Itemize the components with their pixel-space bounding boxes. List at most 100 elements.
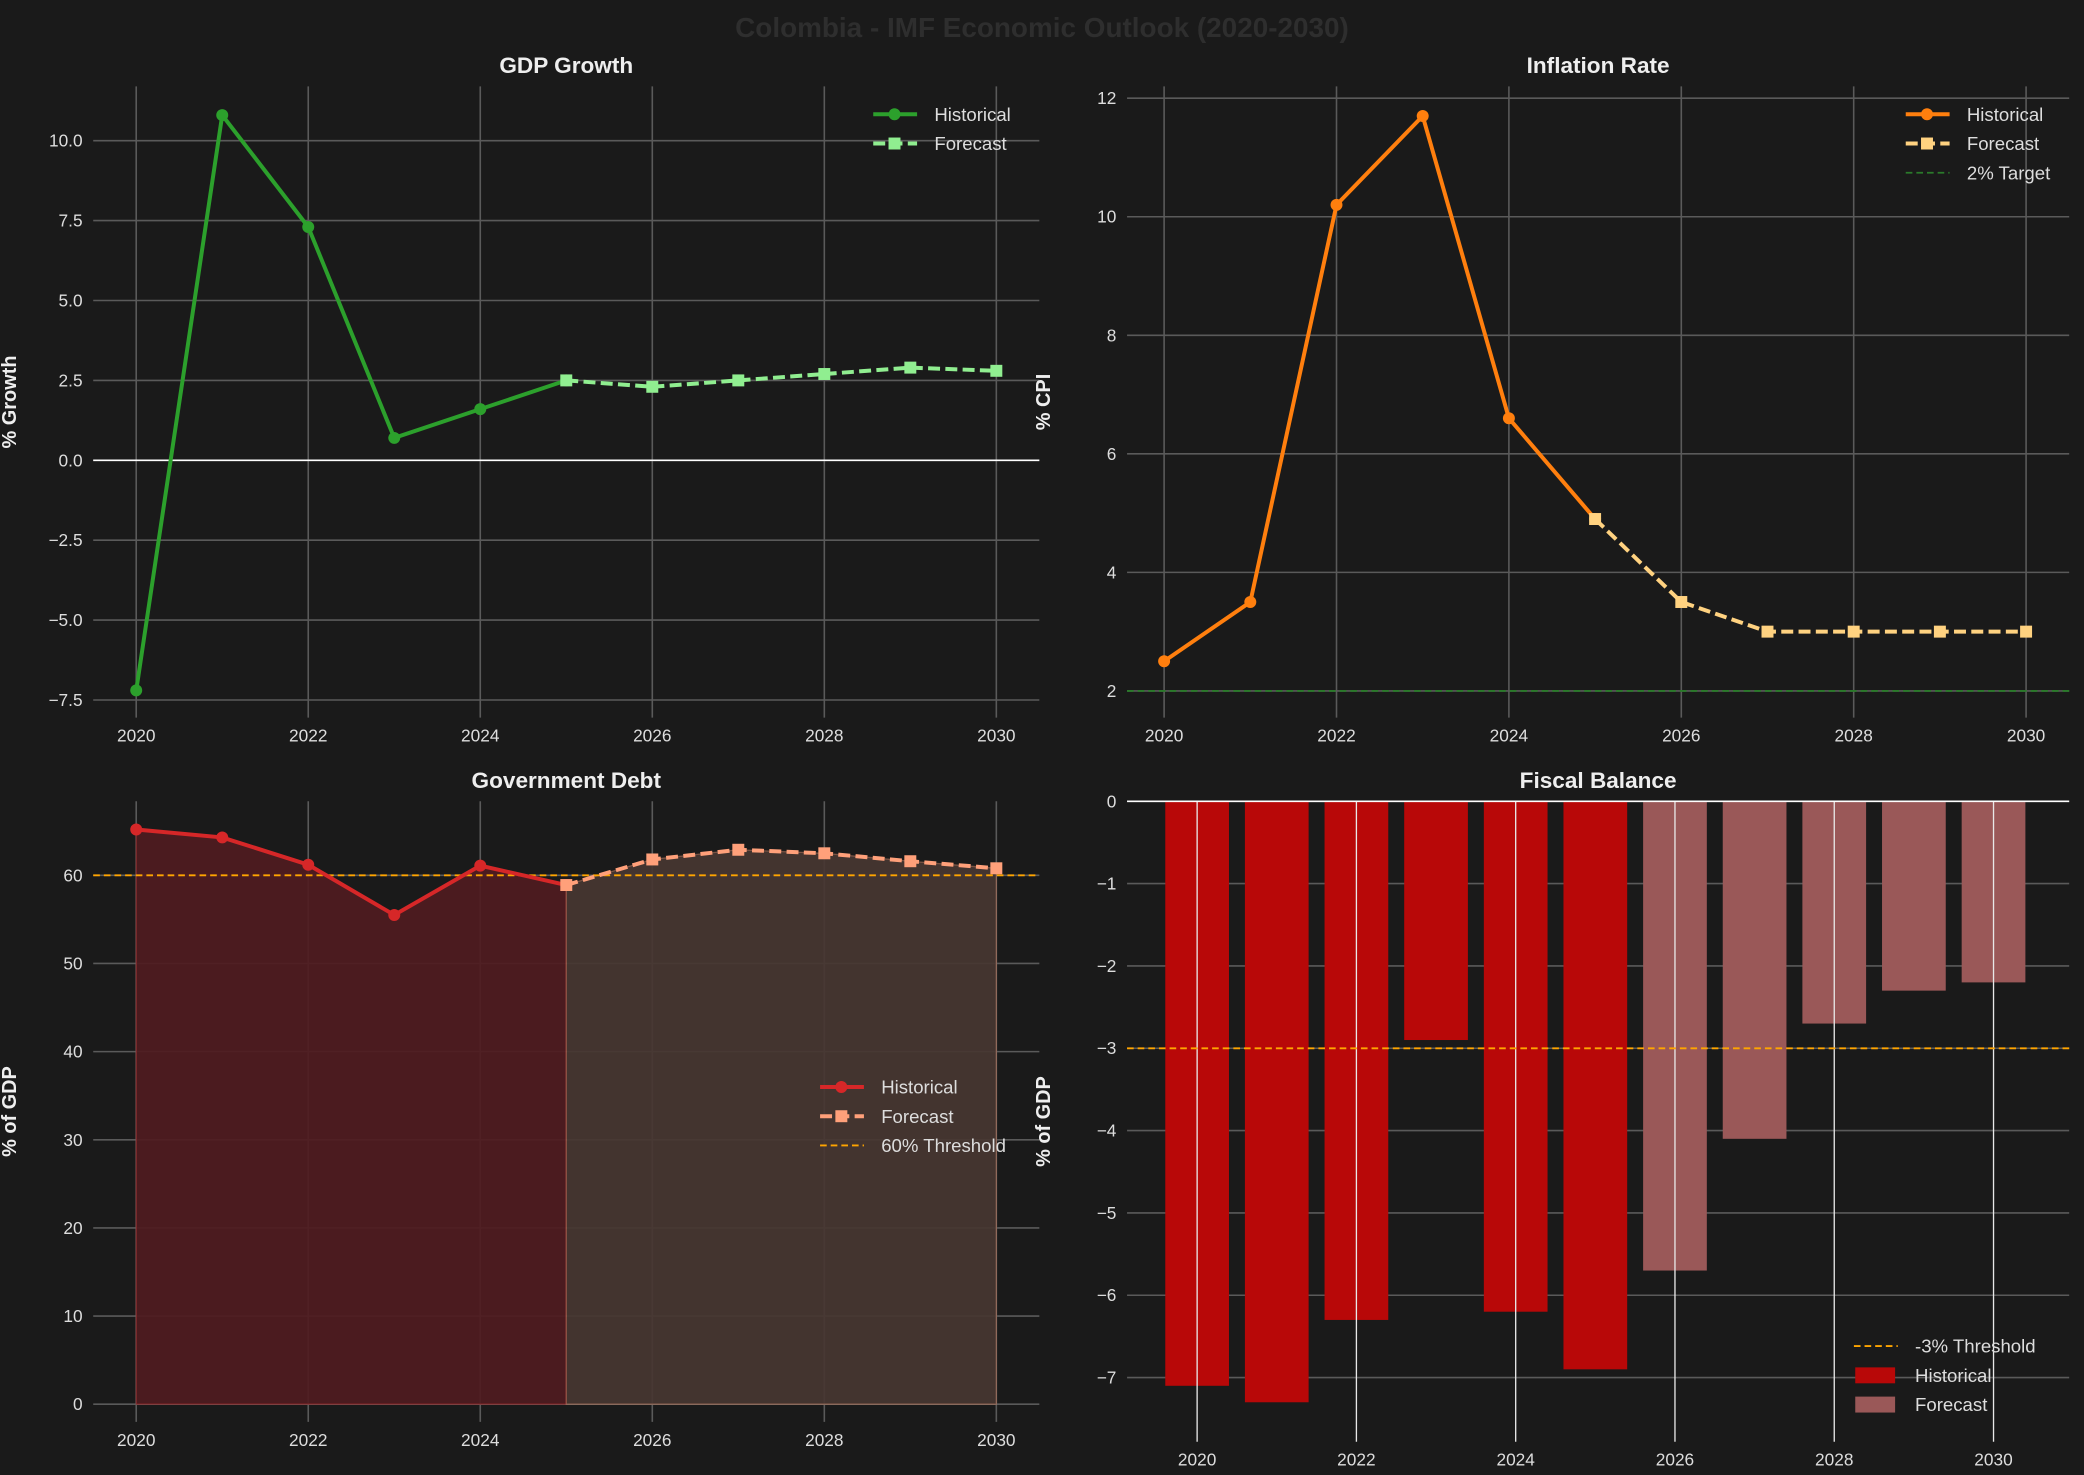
x-tick-label: 2024 <box>1490 725 1529 745</box>
legend-label: Forecast <box>934 133 1007 154</box>
legend-label: -3% Threshold <box>1915 1336 2036 1357</box>
y-tick-label: −3 <box>1097 1038 1117 1058</box>
point-historical-2021 <box>216 831 229 844</box>
legend-label: 60% Threshold <box>881 1135 1006 1156</box>
x-tick-label: 2024 <box>1496 1450 1535 1470</box>
x-tick-label: 2024 <box>461 725 500 745</box>
point-historical-2024 <box>474 859 487 872</box>
point-historical-2022 <box>302 221 315 233</box>
line-historical <box>134 110 567 691</box>
gdp-legend: Historical Forecast <box>873 104 1011 154</box>
y-tick-label: 0 <box>73 1394 83 1414</box>
x-tick-label: 2028 <box>805 1430 843 1450</box>
point-forecast-2027 <box>732 843 745 856</box>
legend-marker <box>835 1110 848 1123</box>
point-forecast-2026 <box>646 380 659 393</box>
debt-panel: Government Debt% of GDP01020304050602020… <box>0 768 1040 1450</box>
debt-legend: Historical Forecast 60% Threshold <box>820 1077 1006 1156</box>
y-tick-label: −2.5 <box>48 530 82 550</box>
fiscal-legend: -3% Threshold Historical Forecast <box>1853 1336 2036 1415</box>
legend-label: Historical <box>934 104 1010 125</box>
bar-forecast-2027 <box>1722 801 1787 1139</box>
y-tick-label: −5.0 <box>48 610 82 630</box>
point-forecast-2030 <box>990 364 1003 377</box>
point-historical-2020 <box>130 823 143 836</box>
bar-forecast-2029 <box>1882 801 1946 991</box>
point-forecast-2025 <box>1589 513 1602 526</box>
legend-label: Historical <box>1967 104 2043 125</box>
gdp-ylabel: % Growth <box>0 355 21 448</box>
y-tick-label: 7.5 <box>59 211 83 231</box>
legend-label: Forecast <box>1915 1394 1988 1415</box>
y-tick-label: 60 <box>63 865 82 885</box>
y-tick-label: 4 <box>1107 562 1117 582</box>
x-tick-label: 2030 <box>2007 725 2045 745</box>
y-tick-label: −7 <box>1097 1368 1117 1388</box>
point-historical-2023 <box>388 431 401 444</box>
x-tick-label: 2026 <box>633 725 671 745</box>
x-tick-label: 2020 <box>117 725 155 745</box>
point-historical-2020 <box>130 684 143 697</box>
y-tick-label: −6 <box>1097 1285 1117 1305</box>
y-tick-label: −4 <box>1097 1121 1117 1141</box>
fiscal-title: Fiscal Balance <box>1520 768 1677 793</box>
y-tick-label: 12 <box>1097 88 1116 108</box>
legend-label: Historical <box>1915 1365 1991 1386</box>
area-forecast <box>565 849 998 1405</box>
x-tick-label: 2022 <box>289 1430 327 1450</box>
point-historical-2021 <box>216 109 229 122</box>
point-historical-2023 <box>388 909 401 921</box>
inflation-ylabel: % CPI <box>1033 374 1055 430</box>
line-historical <box>1162 112 1597 663</box>
x-tick-label: 2022 <box>289 725 327 745</box>
x-tick-label: 2028 <box>805 725 843 745</box>
y-tick-label: 0.0 <box>59 450 83 470</box>
fiscal-ylabel: % of GDP <box>1033 1076 1055 1167</box>
y-tick-label: −1 <box>1097 874 1117 894</box>
point-historical-2023 <box>1416 110 1429 122</box>
y-tick-label: 5.0 <box>59 290 83 310</box>
y-tick-label: 20 <box>63 1218 82 1238</box>
legend-label: Forecast <box>881 1106 954 1127</box>
point-historical-2022 <box>1330 198 1343 211</box>
x-tick-label: 2028 <box>1834 725 1872 745</box>
area-historical <box>135 828 567 1405</box>
line-forecast <box>1593 517 2027 634</box>
x-tick-label: 2026 <box>633 1430 671 1450</box>
point-forecast-2027 <box>1761 625 1774 638</box>
point-forecast-2030 <box>990 862 1003 875</box>
point-forecast-2029 <box>904 361 917 374</box>
gdp-panel: GDP Growth % Growth −7.5 −5.0 −2.5 0.0 2.5 5.0 7… <box>0 53 1040 745</box>
x-tick-label: 2030 <box>977 1430 1015 1450</box>
legend-marker <box>1921 137 1933 150</box>
point-forecast-2027 <box>732 374 745 387</box>
y-tick-label: −2 <box>1097 956 1117 976</box>
y-tick-label: 10.0 <box>49 131 83 151</box>
line-forecast <box>566 365 997 389</box>
x-tick-label: 2020 <box>117 1430 155 1450</box>
line-historical <box>136 827 567 918</box>
point-forecast-2028 <box>1847 625 1860 638</box>
point-forecast-2028 <box>818 847 831 860</box>
point-forecast-2029 <box>904 855 917 868</box>
legend-label: Forecast <box>1967 133 2040 154</box>
inflation-title: Inflation Rate <box>1527 53 1670 78</box>
inflation-legend: Historical Forecast 2% Target <box>1905 104 2051 183</box>
y-tick-label: 0 <box>1107 791 1117 811</box>
x-tick-label: 2026 <box>1662 725 1700 745</box>
point-forecast-2025 <box>560 879 573 892</box>
legend-swatch <box>1855 1396 1896 1413</box>
y-tick-label: −5 <box>1097 1203 1117 1223</box>
y-tick-label: 40 <box>63 1042 82 1062</box>
x-tick-label: 2020 <box>1145 725 1183 745</box>
point-historical-2024 <box>1502 412 1515 425</box>
y-tick-label: 2.5 <box>59 370 83 390</box>
inflation-panel: Inflation Rate % CPI 2 4 6 8 10 12 2020 2022 2024 2… <box>1033 53 2070 745</box>
y-tick-label: −7.5 <box>48 690 82 710</box>
x-tick-label: 2024 <box>461 1430 500 1450</box>
x-tick-label: 2028 <box>1815 1450 1853 1470</box>
x-tick-label: 2030 <box>1974 1450 2012 1470</box>
line-forecast <box>565 847 997 887</box>
debt-ylabel: % of GDP <box>0 1066 21 1157</box>
